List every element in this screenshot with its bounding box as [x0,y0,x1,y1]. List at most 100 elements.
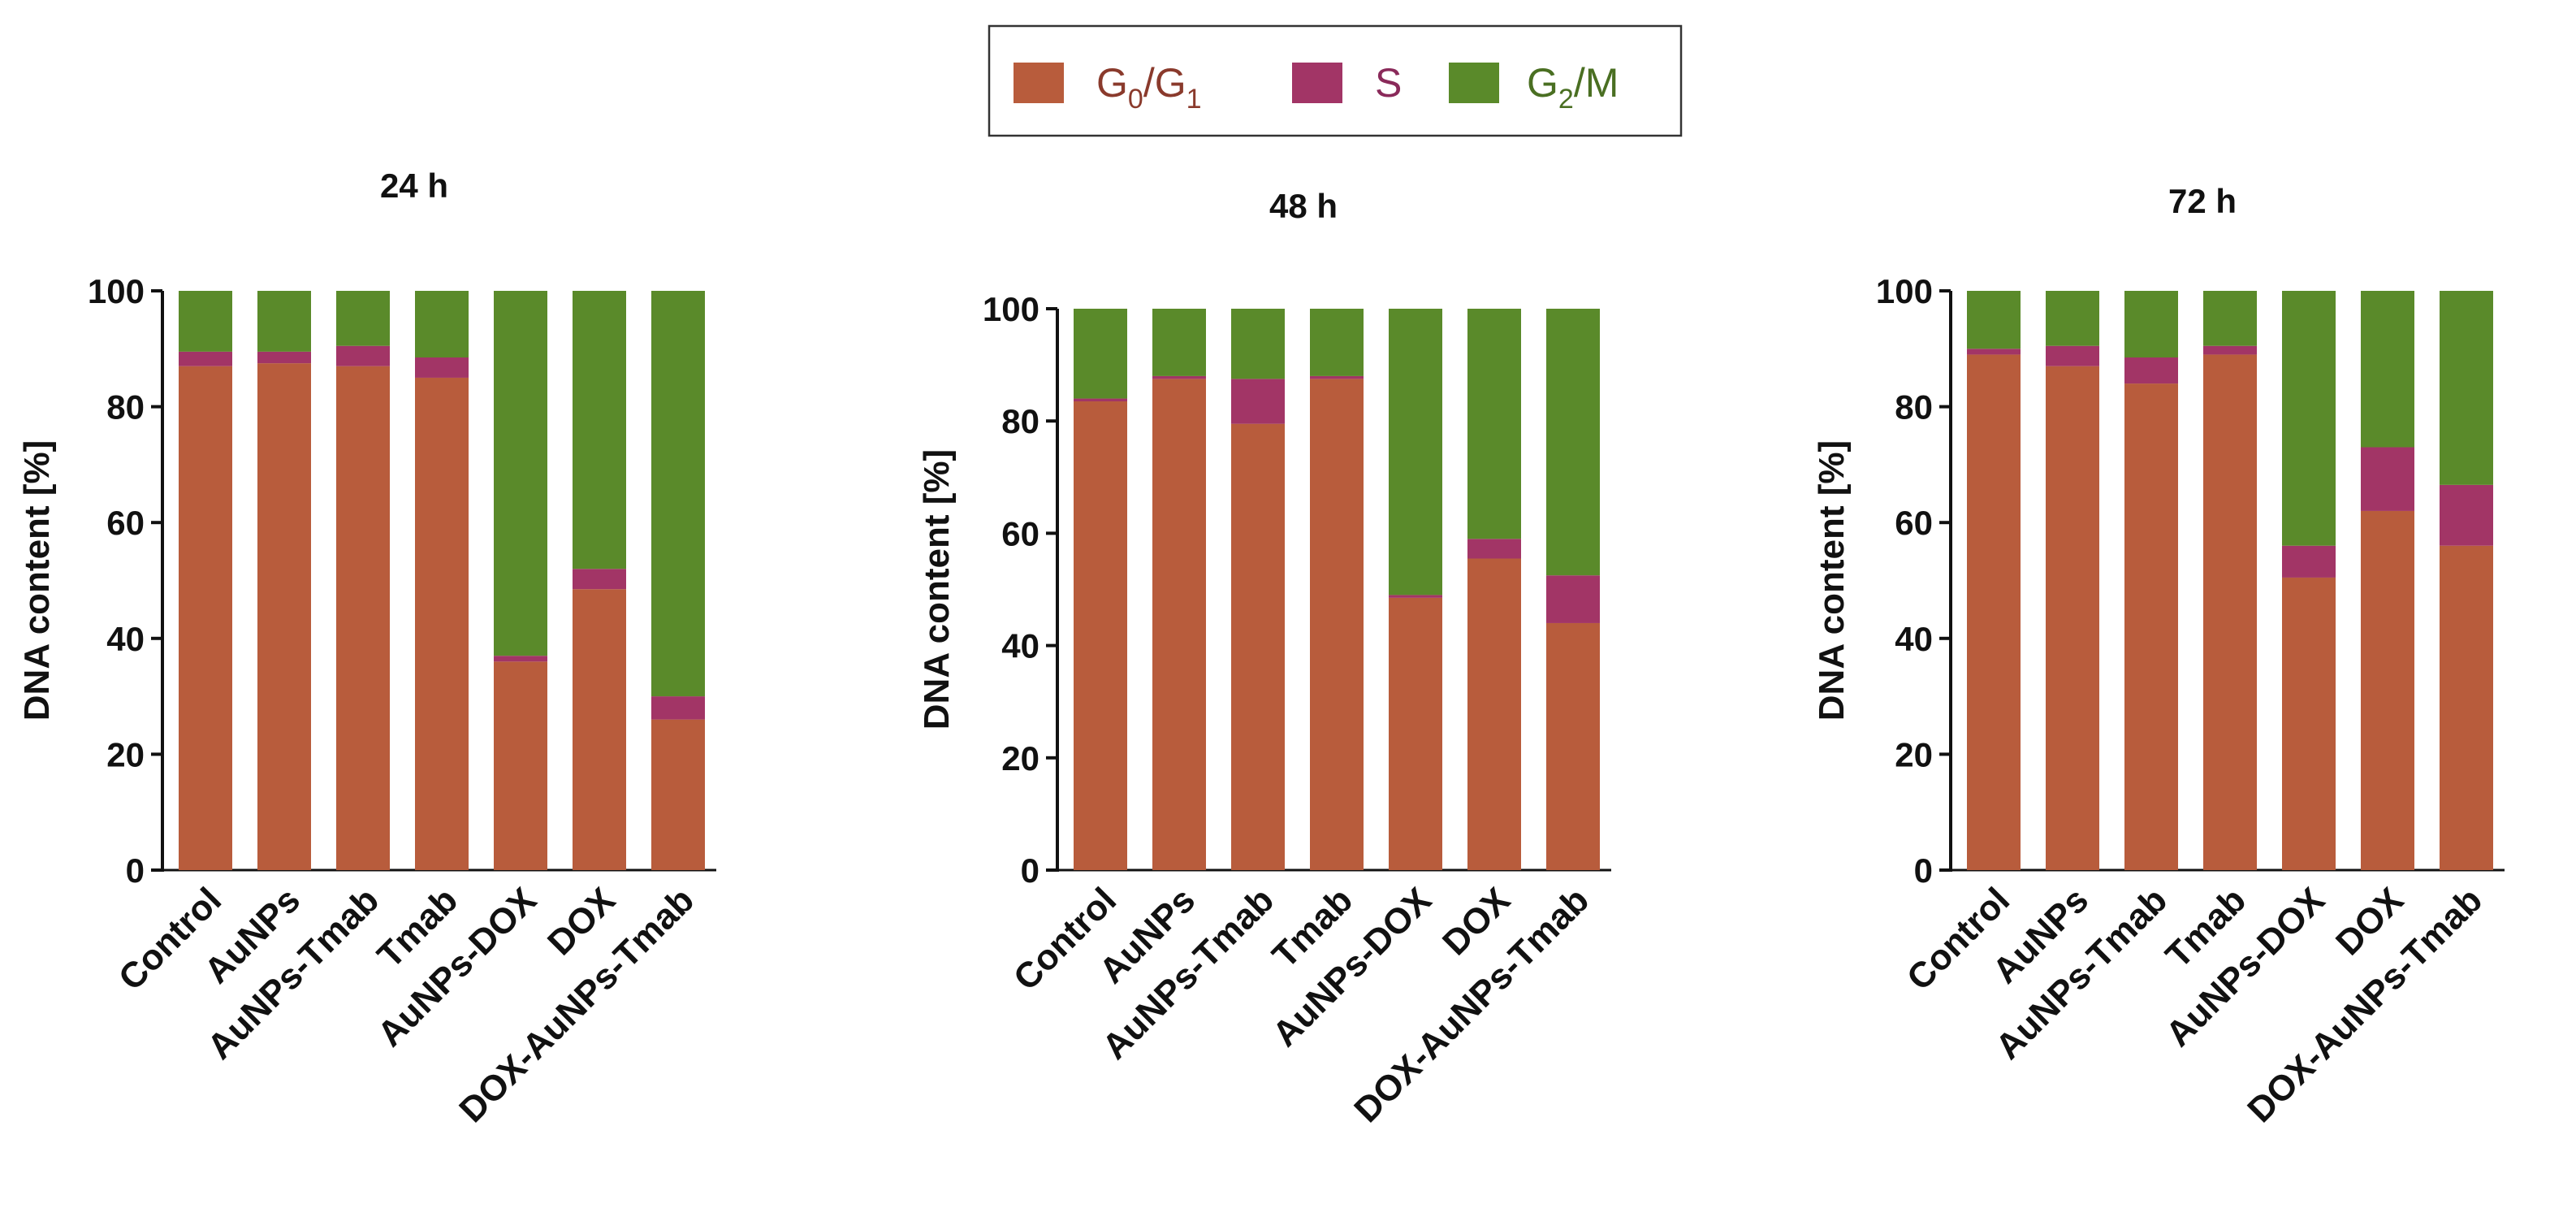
bar-48-h-tmab-s [1310,375,1364,379]
bar-48-h-control-g2m [1074,309,1127,399]
bar-24-h-dox-g2m [573,291,626,570]
bar-48-h-aunps-tmab-g0g1 [1231,423,1285,870]
bar-24-h-control-s [179,351,232,366]
panel-title-72-h: 72 h [2168,182,2237,220]
y-tick-label-24-h-60: 60 [106,504,145,542]
x-tick-label-48-h-control: Control [1006,880,1124,998]
bar-48-h-aunps-dox-g2m [1389,309,1442,596]
bar-24-h-dox-g0g1 [573,589,626,870]
bar-24-h-dox-aunps-tmab-g2m [651,291,705,697]
legend-swatch-g2m [1449,63,1499,103]
bar-24-h-aunps-dox-g2m [494,291,547,656]
y-tick-label-72-h-60: 60 [1895,504,1933,542]
legend-label-g0g1: G0/G1 [1096,60,1202,115]
bar-72-h-dox-s [2361,447,2414,511]
legend-item-s: S [1292,60,1402,106]
bar-72-h-dox-aunps-tmab-g2m [2440,291,2493,485]
bar-24-h-aunps-g2m [257,291,311,352]
bar-48-h-aunps-s [1152,375,1206,379]
bar-72-h-tmab-g0g1 [2203,354,2257,870]
y-tick-label-72-h-40: 40 [1895,620,1933,658]
bar-48-h-tmab-g0g1 [1310,379,1364,870]
y-tick-label-24-h-80: 80 [106,388,145,427]
bar-24-h-control-g2m [179,291,232,352]
bar-48-h-aunps-dox-g0g1 [1389,597,1442,870]
bar-72-h-aunps-dox-g0g1 [2282,577,2336,870]
bar-24-h-dox-s [573,569,626,590]
y-tick-label-24-h-20: 20 [106,735,145,773]
y-axis-label-48-h: DNA content [%] [917,449,957,730]
bar-72-h-tmab-s [2203,345,2257,355]
bar-48-h-dox-aunps-tmab-s [1546,575,1600,623]
bar-72-h-aunps-tmab-s [2124,357,2178,384]
legend-item-g2m: G2/M [1449,60,1619,115]
bar-72-h-control-s [1967,349,2021,355]
x-tick-label-24-h-control: Control [111,880,229,998]
bar-24-h-dox-aunps-tmab-s [651,696,705,720]
panel-title-24-h: 24 h [380,167,448,205]
bar-72-h-dox-aunps-tmab-g0g1 [2440,545,2493,870]
y-tick-label-72-h-0: 0 [1914,851,1933,890]
legend-swatch-s [1292,63,1342,103]
y-tick-label-24-h-100: 100 [88,272,145,310]
bar-48-h-dox-s [1467,539,1521,559]
panel-title-48-h: 48 h [1269,187,1338,225]
y-tick-label-48-h-20: 20 [1001,739,1039,777]
bar-48-h-aunps-tmab-s [1231,379,1285,424]
bar-24-h-aunps-tmab-g2m [336,291,390,346]
bar-24-h-aunps-dox-s [494,656,547,662]
bar-72-h-dox-g0g1 [2361,510,2414,870]
y-tick-label-24-h-40: 40 [106,620,145,658]
bar-48-h-dox-aunps-tmab-g0g1 [1546,622,1600,870]
bar-72-h-dox-g2m [2361,291,2414,448]
bar-24-h-aunps-dox-g0g1 [494,661,547,870]
bar-48-h-tmab-g2m [1310,309,1364,376]
y-tick-label-48-h-80: 80 [1001,402,1039,440]
bar-72-h-tmab-g2m [2203,291,2257,346]
bar-72-h-aunps-g2m [2046,291,2099,346]
bar-48-h-aunps-tmab-g2m [1231,309,1285,379]
y-tick-label-48-h-60: 60 [1001,514,1039,552]
bar-72-h-aunps-dox-g2m [2282,291,2336,546]
y-tick-label-72-h-80: 80 [1895,388,1933,427]
bar-72-h-control-g0g1 [1967,354,2021,870]
bar-24-h-tmab-s [415,357,469,378]
y-axis-label-72-h: DNA content [%] [1812,440,1852,721]
bar-72-h-aunps-tmab-g2m [2124,291,2178,357]
bar-72-h-dox-aunps-tmab-s [2440,484,2493,546]
bar-24-h-aunps-s [257,351,311,364]
y-tick-label-72-h-100: 100 [1876,272,1933,310]
y-tick-label-72-h-20: 20 [1895,735,1933,773]
bar-48-h-dox-g0g1 [1467,558,1521,870]
y-tick-label-48-h-40: 40 [1001,627,1039,665]
bar-24-h-aunps-tmab-s [336,345,390,366]
bar-48-h-aunps-dox-s [1389,595,1442,598]
legend-label-g2m: G2/M [1527,60,1619,115]
legend-label-s: S [1375,60,1402,106]
legend: G0/G1 S G2/M [988,24,1683,137]
y-tick-label-48-h-0: 0 [1021,851,1039,890]
legend-item-g0g1: G0/G1 [1014,60,1202,115]
bar-48-h-aunps-g0g1 [1152,379,1206,870]
bar-72-h-aunps-s [2046,345,2099,366]
legend-swatch-g0g1 [1014,63,1064,103]
y-tick-label-48-h-100: 100 [983,290,1039,328]
y-axis-label-24-h: DNA content [%] [17,440,57,721]
y-tick-label-24-h-0: 0 [126,851,145,890]
bar-24-h-dox-aunps-tmab-g0g1 [651,719,705,870]
bar-72-h-aunps-dox-s [2282,545,2336,578]
bar-48-h-aunps-g2m [1152,309,1206,376]
bar-24-h-aunps-g0g1 [257,363,311,870]
bar-24-h-tmab-g2m [415,291,469,357]
bar-48-h-dox-g2m [1467,309,1521,539]
bar-48-h-dox-aunps-tmab-g2m [1546,309,1600,576]
bar-72-h-aunps-tmab-g0g1 [2124,383,2178,871]
bar-24-h-control-g0g1 [179,366,232,870]
bar-24-h-aunps-tmab-g0g1 [336,366,390,870]
bar-48-h-control-s [1074,398,1127,402]
bar-72-h-control-g2m [1967,291,2021,349]
x-tick-label-72-h-control: Control [1900,880,2017,998]
